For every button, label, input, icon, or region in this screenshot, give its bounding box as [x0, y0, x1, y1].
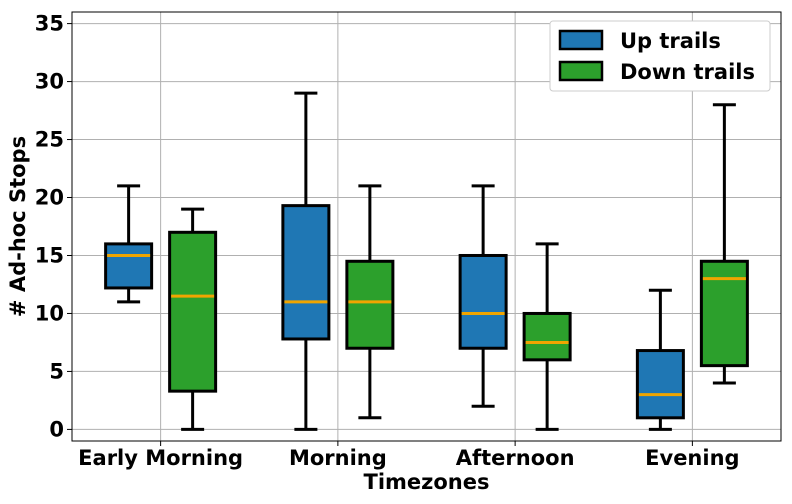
iqr-box [635, 349, 685, 420]
box-down-trails-morning [345, 184, 395, 420]
y-tick-label: 15 [35, 243, 64, 267]
x-tick-label: Evening [645, 446, 739, 470]
box-up-trails-early-morning [104, 184, 154, 304]
legend-label-up-trails: Up trails [620, 29, 721, 53]
legend: Up trails Down trails [549, 20, 771, 92]
box-up-trails-evening [635, 288, 685, 431]
box-series [104, 91, 749, 431]
box-down-trails-evening [699, 103, 749, 385]
y-tick-label: 20 [35, 186, 64, 210]
box-down-trails-early-morning [168, 207, 218, 431]
x-axis-ticks: Early Morning Morning Afternoon Evening [78, 441, 740, 470]
x-axis-title: Timezones [364, 470, 490, 494]
legend-label-down-trails: Down trails [620, 60, 755, 84]
legend-swatch-down-trails [558, 60, 604, 82]
iqr-box [281, 204, 331, 341]
plot-area-frame [71, 11, 782, 442]
x-tick-label: Morning [289, 446, 387, 470]
y-tick-label: 10 [35, 301, 64, 325]
y-tick-label: 25 [35, 128, 64, 152]
box-up-trails-morning [281, 91, 331, 431]
y-tick-label: 30 [35, 70, 64, 94]
legend-swatch-up-trails [558, 29, 604, 51]
y-tick-label: 0 [49, 417, 64, 441]
y-axis-ticks: 0 5 10 15 20 25 30 35 [35, 12, 72, 441]
x-tick-label: Early Morning [78, 446, 243, 470]
box-down-trails-afternoon [522, 242, 572, 431]
iqr-box [458, 253, 508, 350]
iqr-box [345, 259, 395, 350]
box-up-trails-afternoon [458, 184, 508, 408]
y-axis-title: # Ad-hoc Stops [6, 136, 30, 317]
iqr-box [699, 259, 749, 368]
legend-frame [549, 20, 771, 92]
iqr-box [522, 311, 572, 362]
iqr-box [168, 230, 218, 393]
x-tick-label: Afternoon [456, 446, 575, 470]
iqr-box [104, 242, 154, 290]
y-tick-label: 5 [49, 359, 64, 383]
y-tick-label: 35 [35, 12, 64, 36]
